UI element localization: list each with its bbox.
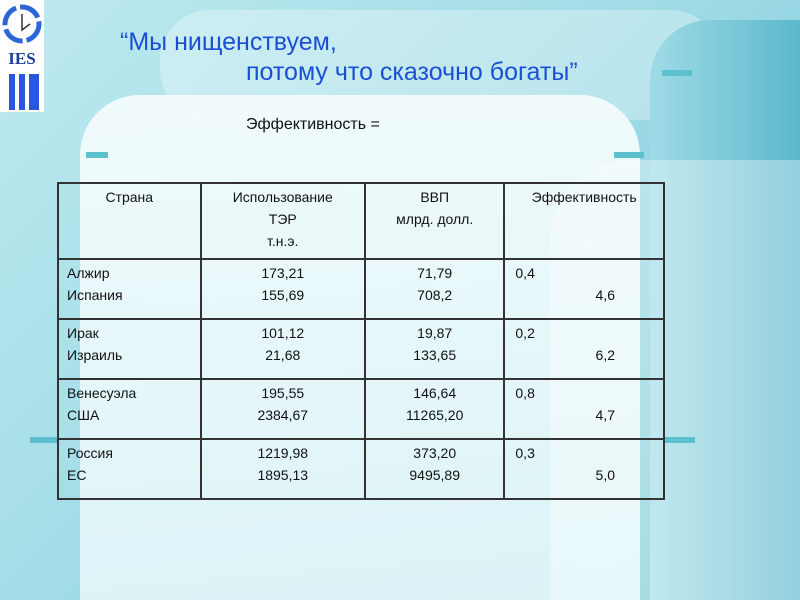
cell-value: Венесуэла	[67, 385, 137, 401]
header-line: ТЭР	[268, 211, 297, 227]
cell-gdp: 373,20 9495,89	[364, 438, 506, 500]
decor-dash	[30, 437, 58, 443]
cell-value: 21,68	[265, 347, 301, 363]
cell-value: 1219,98	[257, 445, 309, 461]
decor-dash	[614, 152, 644, 158]
table-row: Венесуэла США 195,55 2384,67 146,64 11265,20 0…	[57, 378, 665, 440]
header-line: Эффективность	[531, 189, 637, 205]
cell-gdp: 71,79 708,2	[364, 258, 506, 320]
column-header: Страна	[57, 182, 202, 260]
table-row: Россия ЕС 1219,98 1895,13 373,20 9495,89 0,3 5,…	[57, 438, 665, 500]
background-panel	[650, 20, 800, 600]
cell-value: 173,21	[261, 265, 305, 281]
table-row: Ирак Израиль 101,12 21,68 19,87 133,65 0,2 6,2	[57, 318, 665, 380]
cell-value: 19,87	[417, 325, 453, 341]
cell-ter: 173,21 155,69	[199, 258, 367, 320]
cell-gdp: 146,64 11265,20	[364, 378, 506, 440]
cell-value: 708,2	[417, 287, 453, 303]
cell-value: Испания	[67, 287, 123, 303]
header-line: млрд. долл.	[396, 211, 474, 227]
cell-value: 155,69	[261, 287, 305, 303]
cell-value: Израиль	[67, 347, 123, 363]
cell-value: 0,8	[515, 385, 535, 401]
cell-ter: 1219,98 1895,13	[199, 438, 367, 500]
cell-value: 71,79	[417, 265, 453, 281]
cell-value: 9495,89	[409, 467, 460, 483]
table-row: Алжир Испания 173,21 155,69 71,79 708,2 0,4 4,6	[57, 258, 665, 320]
svg-text:IES: IES	[8, 49, 35, 68]
cell-value: 0,4	[515, 265, 535, 281]
decor-dash	[86, 152, 108, 158]
cell-eff: 0,8 4,7	[503, 378, 665, 440]
cell-value: 133,65	[413, 347, 457, 363]
column-header: ВВП млрд. долл.	[364, 182, 506, 260]
cell-countries: Ирак Израиль	[57, 318, 202, 380]
cell-value: Ирак	[67, 325, 99, 341]
cell-value: Алжир	[67, 265, 110, 281]
slide-title-line1: “Мы нищенствуем,	[120, 28, 337, 56]
header-line: т.н.э.	[267, 233, 299, 249]
header-line: Использование	[232, 189, 333, 205]
cell-countries: Алжир Испания	[57, 258, 202, 320]
cell-value: 0,3	[515, 445, 535, 461]
cell-value: 373,20	[413, 445, 457, 461]
cell-value: 101,12	[261, 325, 305, 341]
cell-eff: 0,3 5,0	[503, 438, 665, 500]
header-line: ВВП	[420, 189, 450, 205]
header-line: Страна	[105, 189, 154, 205]
cell-value: 4,6	[595, 287, 615, 303]
cell-eff: 0,2 6,2	[503, 318, 665, 380]
cell-value: 4,7	[595, 407, 615, 423]
cell-value: 2384,67	[257, 407, 309, 423]
slide-subtitle: Эффективность =	[246, 116, 380, 133]
cell-value: 6,2	[595, 347, 615, 363]
decor-dash	[662, 70, 692, 76]
column-header: Эффективность	[503, 182, 665, 260]
column-header: Использование ТЭР т.н.э.	[199, 182, 367, 260]
cell-value: 5,0	[595, 467, 615, 483]
cell-value: Россия	[67, 445, 113, 461]
table-header-row: Страна Использование ТЭР т.н.э. ВВП млрд. дол…	[57, 182, 665, 260]
decor-dash	[665, 437, 695, 443]
cell-ter: 195,55 2384,67	[199, 378, 367, 440]
efficiency-table: Страна Использование ТЭР т.н.э. ВВП млрд. дол…	[57, 182, 665, 500]
slide-title-line2: потому что сказочно богаты”	[246, 58, 578, 86]
cell-value: США	[67, 407, 100, 423]
cell-eff: 0,4 4,6	[503, 258, 665, 320]
cell-value: 195,55	[261, 385, 305, 401]
cell-ter: 101,12 21,68	[199, 318, 367, 380]
cell-value: ЕС	[67, 467, 87, 483]
cell-countries: Россия ЕС	[57, 438, 202, 500]
cell-countries: Венесуэла США	[57, 378, 202, 440]
cell-value: 11265,20	[406, 407, 464, 423]
cell-value: 146,64	[413, 385, 457, 401]
cell-value: 0,2	[515, 325, 535, 341]
cell-value: 1895,13	[257, 467, 309, 483]
cell-gdp: 19,87 133,65	[364, 318, 506, 380]
ies-logo: IES	[0, 0, 44, 112]
